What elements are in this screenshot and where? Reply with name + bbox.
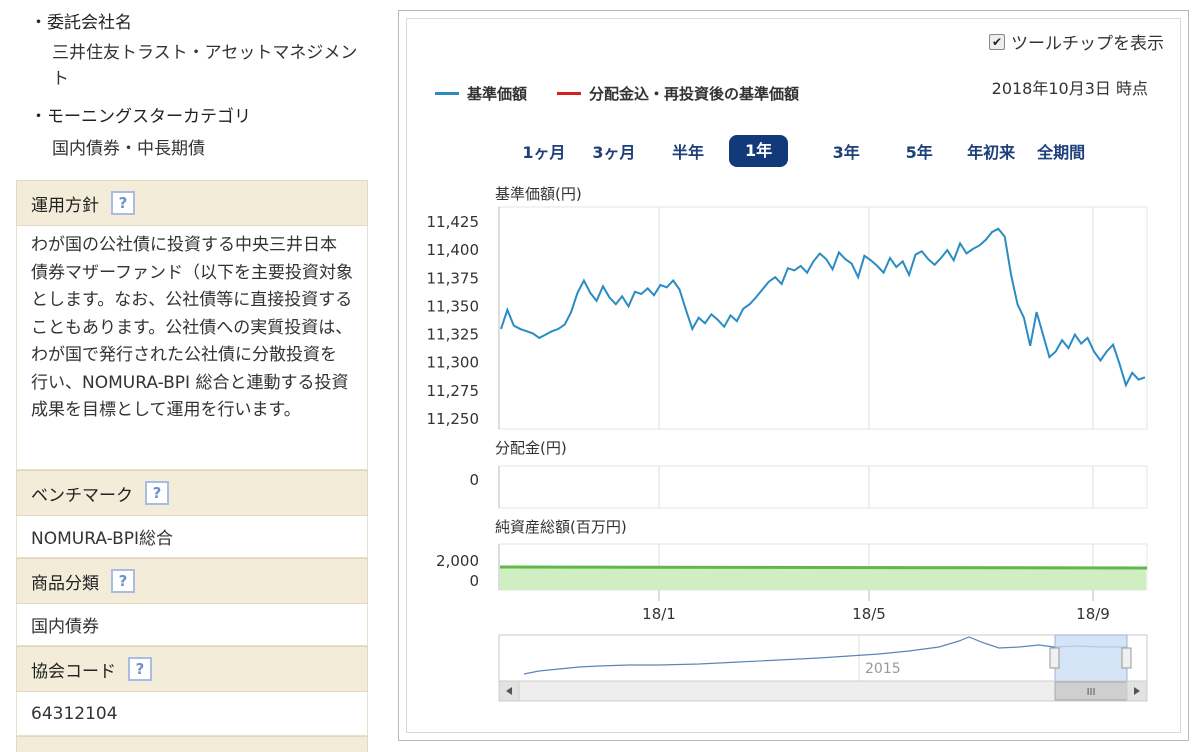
- product-header: 商品分類 ?: [16, 558, 368, 604]
- nav-y-tick-label: 11,275: [427, 382, 480, 400]
- period-button[interactable]: 半年: [671, 143, 704, 162]
- x-tick-label: 18/5: [852, 605, 886, 623]
- help-icon[interactable]: ?: [128, 657, 152, 681]
- consignor-value: 三井住友トラスト・アセットマネジメン ト: [0, 38, 370, 94]
- navigator[interactable]: 2015 III: [498, 634, 1148, 702]
- scrollbar-track[interactable]: [498, 680, 1148, 702]
- nav-series-line: [500, 227, 1146, 388]
- next-section-header: [16, 736, 368, 752]
- policy-label: 運用方針: [31, 195, 99, 216]
- x-tick-label: 18/9: [1076, 605, 1110, 623]
- consignor-heading: ・委託会社名: [30, 13, 132, 33]
- assets-y-tick-label: 2,000: [436, 552, 479, 570]
- navigator-left-handle[interactable]: [1049, 647, 1060, 669]
- code-header: 協会コード ?: [16, 646, 368, 692]
- x-tick-label: 18/1: [642, 605, 676, 623]
- nav-y-tick-label: 11,300: [427, 354, 480, 372]
- dist-grid: 0: [469, 465, 1148, 509]
- nav-y-ticks: 11,425 11,400 11,375 11,350 11,325 11,300 11,2…: [427, 213, 480, 428]
- navigator-year: 2015: [865, 661, 901, 677]
- policy-header: 運用方針 ?: [16, 180, 368, 226]
- code-label: 協会コード: [31, 661, 116, 682]
- dist-axis-title: 分配金(円): [495, 439, 567, 457]
- nav-axis-title: 基準価額(円): [495, 185, 582, 203]
- navigator-right-handle[interactable]: [1121, 647, 1132, 669]
- benchmark-value: NOMURA-BPI総合: [16, 516, 368, 558]
- product-value: 国内債券: [16, 604, 368, 646]
- category-value: 国内債券・中長期債: [52, 139, 205, 159]
- benchmark-header: ベンチマーク ?: [16, 470, 368, 516]
- legend-label: 基準価額: [467, 85, 528, 103]
- nav-y-tick-label: 11,325: [427, 326, 480, 344]
- period-button[interactable]: 3ヶ月: [592, 143, 636, 162]
- nav-y-tick-label: 11,425: [427, 213, 480, 231]
- checkbox-icon[interactable]: ✔: [989, 33, 1005, 50]
- help-icon[interactable]: ?: [111, 191, 135, 215]
- category-heading: ・モーニングスターカテゴリ: [30, 107, 251, 127]
- tooltip-label: ツールチップを表示: [1011, 34, 1164, 54]
- tooltip-toggle[interactable]: ✔ ツールチップを表示: [989, 29, 1164, 54]
- policy-text: わが国の公社債に投資する中央三井日本債券マザーファンド（以下を主要投資対象としま…: [16, 226, 368, 470]
- price-chart[interactable]: 基準価額(円) 11,42511,40011,37511,35011,32511…: [399, 11, 1190, 742]
- nav-series: [500, 227, 1146, 388]
- navigator-selection[interactable]: [1054, 634, 1128, 682]
- legend-item-reinvested[interactable]: 分配金込・再投資後の基準価額: [557, 83, 799, 104]
- period-selector: 1ヶ月 3ヶ月 半年 1年 3年 5年 年初来 全期間: [509, 135, 1096, 167]
- fund-info-column: ・委託会社名 三井住友トラスト・アセットマネジメン ト ・モーニングスターカテゴ…: [0, 0, 370, 752]
- navigator-line: [523, 636, 1127, 675]
- period-button-active[interactable]: 1年: [729, 135, 789, 167]
- code-value: 64312104: [16, 692, 368, 736]
- period-button[interactable]: 3年: [832, 143, 860, 162]
- period-button[interactable]: 年初来: [967, 143, 1016, 162]
- legend-swatch: [557, 92, 582, 95]
- scroll-right-icon: [1134, 687, 1140, 695]
- period-button[interactable]: 1ヶ月: [522, 143, 566, 162]
- dist-y-tick-label: 0: [469, 471, 479, 489]
- nav-y-tick-label: 11,250: [427, 410, 480, 428]
- assets-y-tick-label: 0: [469, 572, 479, 590]
- chart-frame: [406, 18, 1181, 733]
- assets-grid: 2,000 0: [436, 543, 1148, 591]
- consignor-line1: 三井住友トラスト・アセットマネジメン: [52, 43, 358, 63]
- scroll-grip-icon: III: [1087, 687, 1096, 698]
- period-button[interactable]: 5年: [905, 143, 933, 162]
- assets-area-fill: [500, 567, 1146, 590]
- assets-series-line: [499, 565, 1148, 570]
- consignor-line2: ト: [52, 69, 69, 89]
- assets-axis-title: 純資産総額(百万円): [495, 518, 627, 536]
- nav-y-tick-label: 11,375: [427, 269, 480, 287]
- help-icon[interactable]: ?: [145, 481, 169, 505]
- period-button[interactable]: 全期間: [1037, 143, 1086, 162]
- help-icon[interactable]: ?: [111, 569, 135, 593]
- chart-legend: 基準価額 分配金込・再投資後の基準価額: [435, 83, 829, 104]
- product-label: 商品分類: [31, 573, 99, 594]
- legend-swatch: [435, 92, 459, 95]
- chart-panel: ✔ ツールチップを表示 基準価額 分配金込・再投資後の基準価額 2018年10月…: [398, 10, 1189, 741]
- nav-y-tick-label: 11,350: [427, 297, 480, 315]
- benchmark-label: ベンチマーク: [31, 485, 133, 506]
- nav-y-tick-label: 11,400: [427, 241, 480, 259]
- as-of-date: 2018年10月3日 時点: [991, 79, 1148, 98]
- scroll-left-icon: [506, 687, 512, 695]
- legend-item-nav[interactable]: 基準価額: [435, 83, 527, 104]
- x-ticks: 18/1 18/5 18/9: [642, 590, 1110, 623]
- nav-grid: [498, 206, 1148, 430]
- legend-label: 分配金込・再投資後の基準価額: [589, 85, 800, 103]
- dist-plot-area: [498, 465, 1148, 509]
- nav-plot-area: [498, 206, 1148, 430]
